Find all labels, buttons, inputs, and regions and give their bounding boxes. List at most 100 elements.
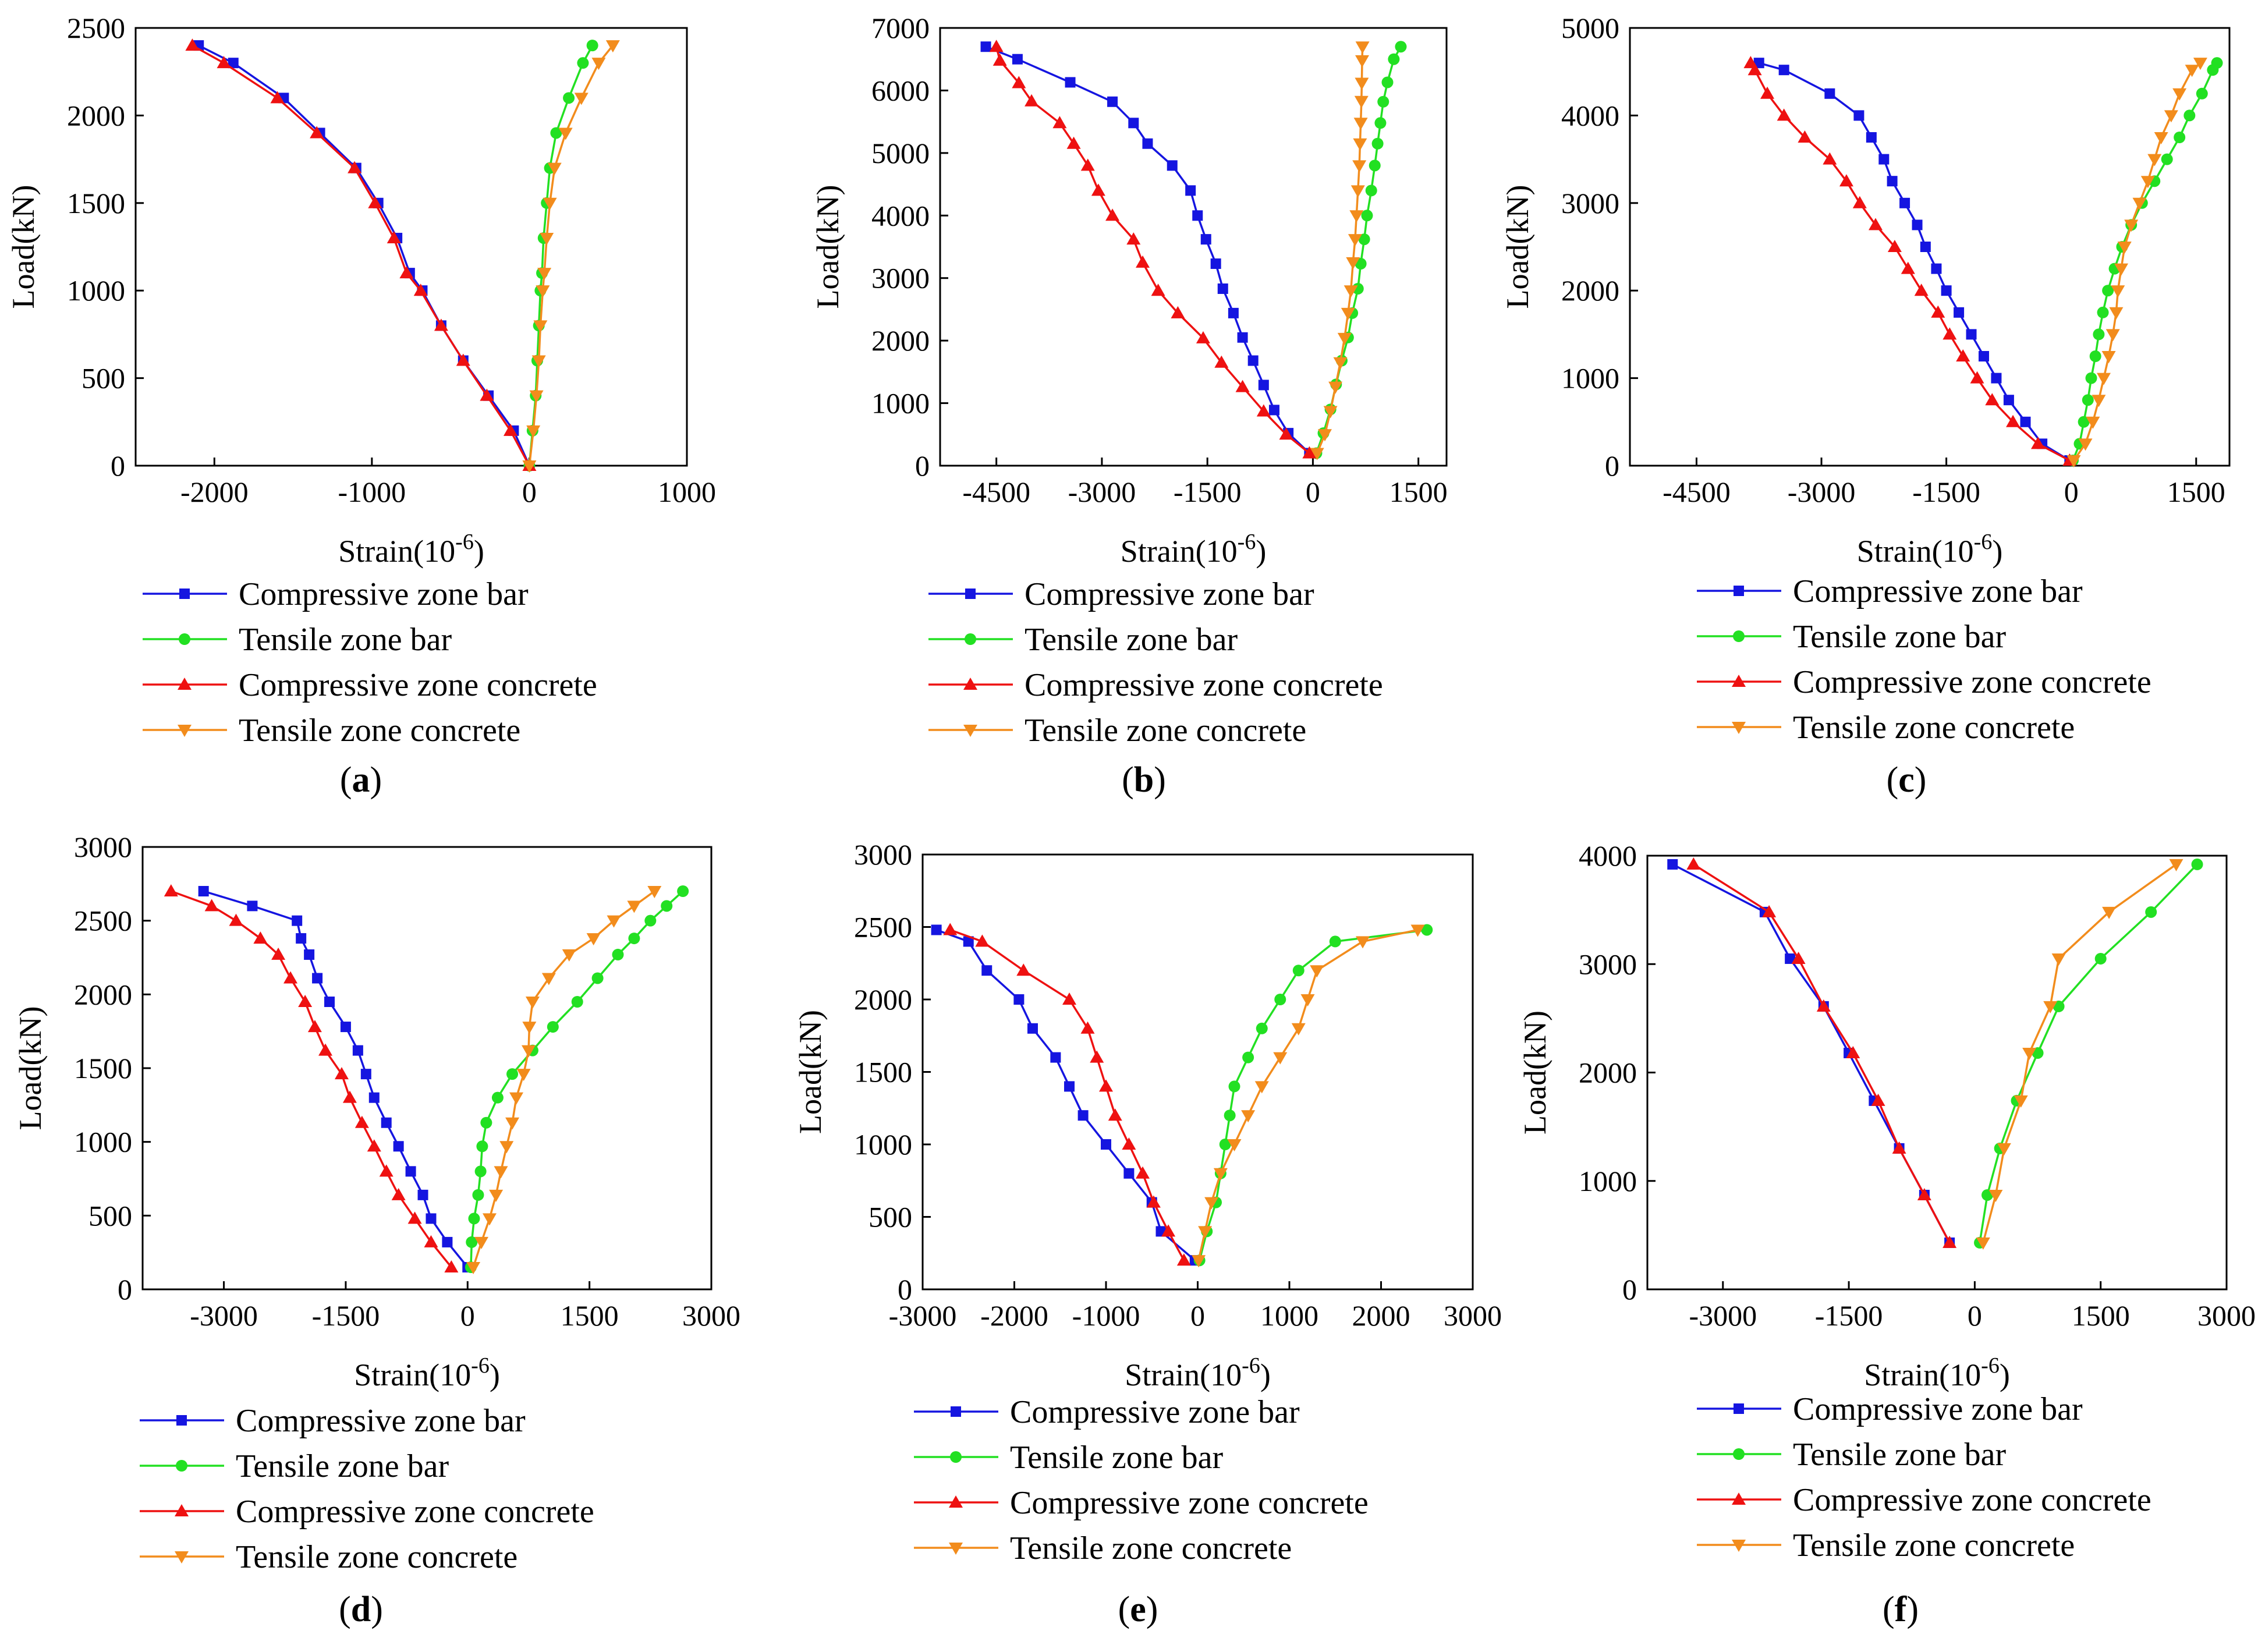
data-point (1192, 1255, 1206, 1268)
data-point (562, 949, 576, 962)
data-point (1219, 1139, 1231, 1150)
legend-marker (963, 725, 977, 737)
data-point (605, 40, 620, 53)
data-point (2078, 416, 2090, 428)
data-point (525, 997, 540, 1009)
data-point (1369, 159, 1381, 172)
legend-marker (1732, 675, 1746, 687)
data-point (466, 1262, 481, 1274)
x-tick-label: -4500 (1663, 476, 1731, 508)
series-line (936, 928, 1196, 1261)
data-point (1350, 185, 1365, 198)
data-point (647, 886, 662, 898)
data-point (536, 285, 550, 298)
series-compressive-zone-concrete (1686, 857, 1957, 1248)
data-point (2043, 1001, 2058, 1013)
data-point (1931, 263, 1942, 274)
data-point (456, 353, 470, 366)
data-point (442, 1236, 453, 1247)
data-point (2086, 416, 2100, 429)
legend-marker (178, 725, 192, 737)
series-line (472, 890, 655, 1268)
data-point (247, 901, 258, 912)
legend-label: Compressive zone concrete (1793, 664, 2151, 700)
legend-marker (965, 589, 976, 599)
data-point (271, 947, 286, 960)
y-tick-label: 7000 (871, 12, 930, 44)
series-tensile-zone-bar (1193, 924, 1433, 1267)
data-point (1241, 1110, 1256, 1123)
data-point (1136, 255, 1150, 268)
x-tick-label: -1500 (1912, 476, 1980, 508)
legend-label: Compressive zone bar (1793, 1391, 2083, 1427)
data-point (489, 1189, 504, 1202)
data-point (1374, 117, 1387, 129)
series-line (1749, 62, 2071, 462)
series-tensile-zone-concrete (466, 886, 662, 1274)
data-point (1346, 257, 1360, 270)
legend: Compressive zone bar Tensile zone bar Comp… (1697, 573, 2151, 746)
y-tick-label: 5000 (1561, 12, 1619, 44)
data-point (1976, 1237, 1990, 1250)
data-point (1204, 1197, 1219, 1210)
data-point (550, 127, 562, 139)
legend: Compressive zone bar Tensile zone bar Comp… (914, 1394, 1369, 1566)
data-point (2193, 58, 2207, 70)
data-point (2014, 1095, 2028, 1108)
data-point (1198, 1226, 1213, 1239)
data-point (2092, 395, 2106, 407)
data-point (185, 38, 200, 51)
y-tick-label: 2000 (1561, 274, 1619, 307)
data-point (1242, 1051, 1254, 1063)
data-point (1878, 154, 1890, 165)
data-point (521, 1045, 536, 1058)
y-tick-label: 1500 (74, 1052, 132, 1084)
legend-label: Compressive zone bar (1010, 1394, 1300, 1430)
data-point (1333, 357, 1348, 370)
legend-marker (1734, 586, 1744, 596)
data-point (1892, 1141, 1906, 1154)
series-line (1315, 46, 1402, 454)
data-point (1352, 160, 1367, 173)
legend-marker (179, 633, 190, 645)
data-point (522, 460, 537, 473)
y-tick-label: 2000 (67, 99, 125, 132)
data-point (379, 1164, 394, 1177)
series-line (1672, 863, 1951, 1243)
x-tick-label: -2000 (180, 476, 249, 508)
data-point (2111, 285, 2125, 298)
data-point (1064, 1081, 1075, 1092)
series-line (470, 890, 684, 1268)
chart-panel-c: -4500 -3000 -1500 0 1500 0 1000 2000 3000 4000 500… (1500, 12, 2231, 800)
data-point (1920, 242, 1931, 252)
data-point (1258, 380, 1269, 391)
y-tick-label: 6000 (871, 74, 930, 107)
data-point (1931, 305, 1945, 318)
data-point (1107, 96, 1118, 107)
data-point (577, 57, 589, 69)
data-point (1853, 110, 1864, 121)
x-tick-label: 1500 (561, 1299, 619, 1332)
data-point (270, 91, 285, 104)
x-tick-label: -1000 (1072, 1299, 1140, 1332)
data-point (1846, 1045, 1860, 1058)
data-point (368, 1092, 380, 1103)
data-point (1080, 1021, 1095, 1034)
data-point (2093, 328, 2105, 341)
plot-frame (1646, 855, 2228, 1291)
data-point (1027, 1023, 1038, 1034)
data-point (499, 1141, 514, 1154)
data-point (541, 973, 556, 985)
series-line (1197, 928, 1418, 1261)
data-point (1317, 429, 1332, 442)
legend-label: Tensile zone bar (1793, 1437, 2006, 1473)
legend-marker (175, 1551, 189, 1564)
legend-label: Tensile zone bar (1793, 619, 2006, 655)
series-line (985, 45, 1310, 454)
data-point (2174, 132, 2186, 143)
data-point (1912, 219, 1923, 231)
data-point (360, 1069, 371, 1080)
legend-marker (176, 1460, 187, 1472)
y-tick-label: 1000 (1579, 1165, 1637, 1197)
x-tick-label: -1500 (312, 1299, 380, 1332)
